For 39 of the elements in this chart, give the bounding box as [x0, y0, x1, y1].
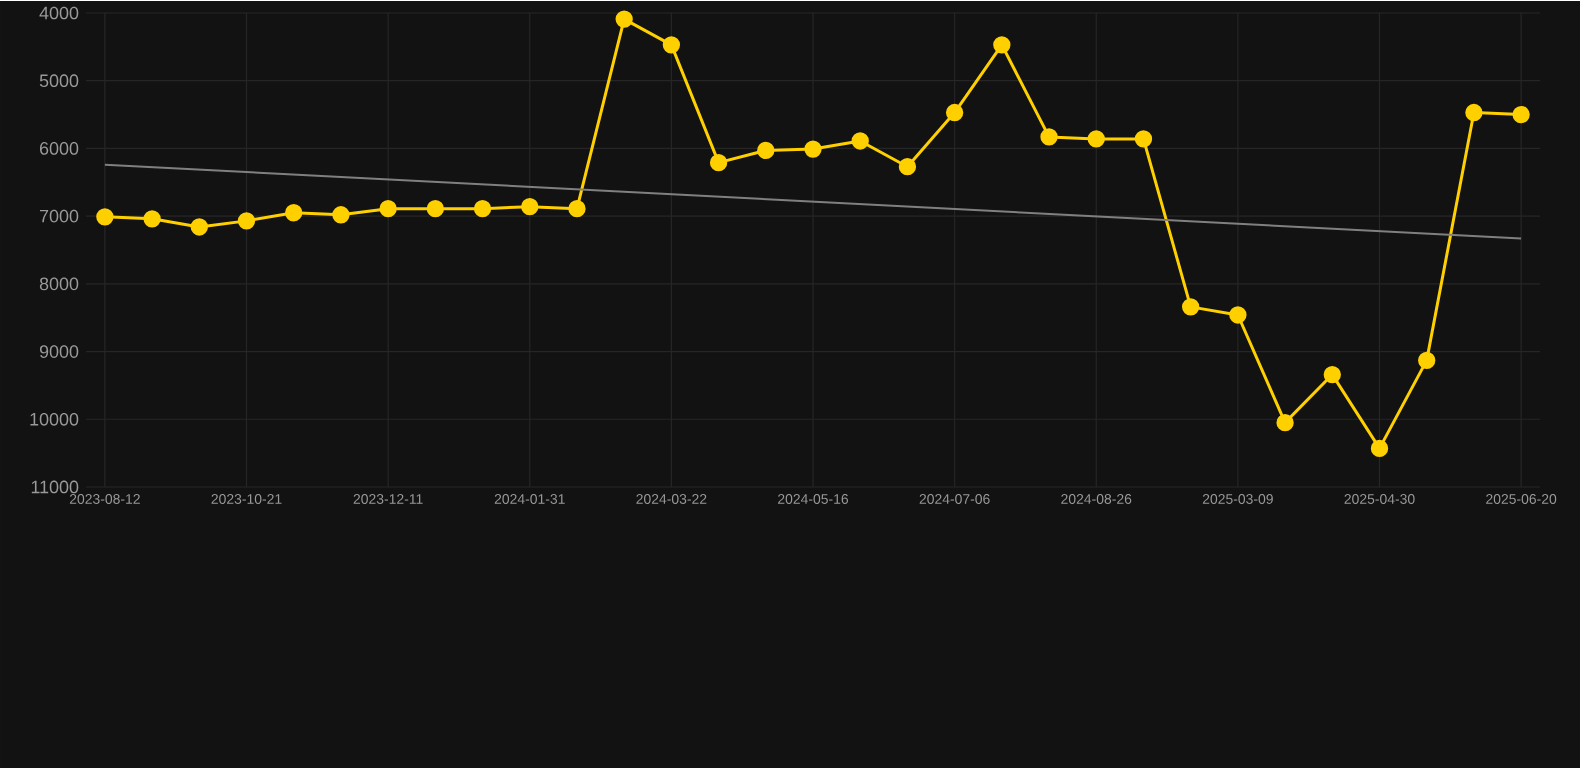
point — [851, 131, 869, 150]
y-tick-label: 10000 — [30, 412, 79, 426]
point — [521, 197, 539, 215]
point — [379, 199, 397, 217]
y-tick-label: 9000 — [39, 344, 79, 358]
point — [332, 205, 350, 223]
point — [285, 203, 303, 221]
y-tick-label: 11000 — [31, 480, 79, 493]
point — [473, 199, 492, 217]
point — [96, 207, 114, 226]
point — [945, 103, 964, 121]
point — [1229, 305, 1247, 324]
point — [1276, 413, 1294, 431]
point — [993, 35, 1011, 54]
y-tick-label: 6000 — [39, 141, 79, 155]
point — [898, 157, 917, 175]
y-tick-label: 4000 — [39, 6, 79, 19]
point — [1181, 297, 1200, 316]
point — [804, 139, 822, 158]
point — [662, 35, 681, 54]
point — [237, 211, 256, 230]
point — [1512, 105, 1530, 123]
point — [568, 199, 586, 217]
point — [1370, 439, 1389, 457]
point — [426, 199, 445, 217]
y-tick-label: 8000 — [39, 277, 79, 290]
point — [190, 217, 208, 236]
point — [143, 209, 161, 228]
point — [1465, 103, 1483, 121]
point — [615, 9, 633, 28]
point — [1418, 351, 1436, 369]
point — [1323, 365, 1341, 383]
point — [1040, 127, 1058, 146]
point — [1134, 129, 1153, 148]
point — [709, 153, 728, 171]
point — [757, 141, 775, 159]
y-tick-label: 5000 — [39, 73, 79, 87]
point — [1087, 129, 1105, 148]
y-tick-label: 7000 — [39, 209, 79, 223]
